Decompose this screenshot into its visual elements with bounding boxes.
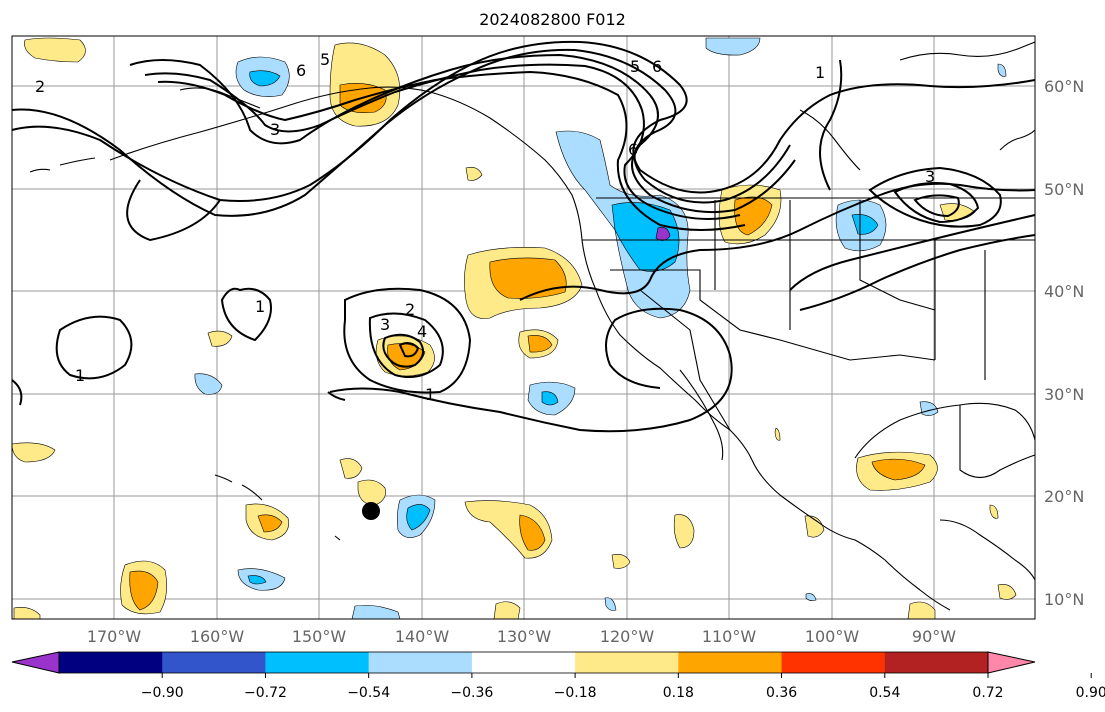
- colorbar-tick-label: −0.72: [244, 685, 287, 701]
- coastlines: [29, 41, 1036, 611]
- colorbar-tick-label: 0.18: [663, 685, 694, 701]
- positive-fill: [339, 458, 363, 479]
- negative-fill: [194, 373, 223, 395]
- colorbar-tick-label: 0.36: [766, 685, 797, 701]
- contour-lines: [11, 40, 1036, 433]
- colorbar: −0.90 −0.72 −0.54 −0.36 −0.18 0.18 0.36 0.54 0.7…: [11, 651, 1105, 701]
- contour-label: 2: [405, 300, 415, 319]
- contour-label: 1: [815, 63, 825, 82]
- contour-label: 3: [270, 120, 280, 139]
- lon-label: 140°W: [395, 627, 450, 646]
- negative-fill: [351, 604, 401, 620]
- contour-label: 4: [417, 322, 427, 341]
- negative-fill: [705, 37, 761, 56]
- contour-label: 1: [425, 385, 435, 404]
- lat-label: 40°N: [1044, 282, 1084, 301]
- positive-fill: [527, 335, 553, 353]
- positive-fill: [13, 607, 41, 620]
- lon-label: 90°W: [912, 627, 956, 646]
- positive-fill: [611, 554, 631, 569]
- lat-label: 50°N: [1044, 180, 1084, 199]
- contour-label: 2: [35, 77, 45, 96]
- positive-fill: [871, 458, 926, 481]
- colorbar-tick-label: −0.54: [347, 685, 390, 701]
- contour-label: 5: [320, 50, 330, 69]
- negative-fill: [247, 575, 267, 585]
- colorbar-tick-label: 0.72: [972, 685, 1003, 701]
- storm-position-dot: [362, 502, 380, 520]
- positive-fill: [493, 601, 521, 620]
- negative-fill: [604, 597, 617, 611]
- lon-label: 130°W: [497, 627, 552, 646]
- colorbar-box: [265, 652, 370, 673]
- positive-fill: [519, 514, 546, 551]
- positive-fill: [465, 167, 483, 181]
- contour-label: 5: [630, 57, 640, 76]
- colorbar-box: [471, 652, 576, 673]
- negative-fill: [805, 593, 817, 601]
- contour-label-group: 1 1 1 2 3 4 3 5 6 5 6 1 6 2 3: [35, 50, 935, 404]
- lon-label: 150°W: [292, 627, 347, 646]
- lon-label: 100°W: [805, 627, 860, 646]
- positive-fill: [997, 584, 1017, 600]
- positive-fill: [207, 330, 233, 347]
- colorbar-tick-label: −0.90: [141, 685, 184, 701]
- colorbar-high-extend: [987, 651, 1036, 674]
- lat-label: 10°N: [1044, 590, 1084, 609]
- shaded-anomalies: [11, 37, 1017, 620]
- colorbar-tick-label: 0.54: [869, 685, 900, 701]
- contour-label: 6: [296, 61, 306, 80]
- colorbar-tick-label: −0.18: [554, 685, 597, 701]
- positive-fill: [11, 442, 56, 463]
- positive-fill: [774, 427, 781, 441]
- colorbar-box: [575, 652, 679, 673]
- positive-fill: [129, 570, 159, 611]
- colorbar-tick-label: −0.36: [450, 685, 493, 701]
- lat-label: 60°N: [1044, 77, 1084, 96]
- negative-fill: [249, 70, 281, 87]
- colorbar-box: [781, 652, 886, 673]
- contour-label: 6: [652, 57, 662, 76]
- longitude-labels: 170°W 160°W 150°W 140°W 130°W 120°W 110°…: [87, 627, 956, 646]
- colorbar-low-extend: [11, 651, 60, 674]
- contour-label: 1: [75, 366, 85, 385]
- lat-label: 30°N: [1044, 385, 1084, 404]
- colorbar-box: [368, 652, 473, 673]
- negative-fill: [611, 202, 680, 272]
- negative-fill: [406, 504, 431, 531]
- negative-fill: [541, 391, 559, 406]
- negative-fill: [997, 63, 1007, 77]
- positive-fill: [907, 601, 936, 620]
- positive-fill: [804, 515, 825, 538]
- colorbar-outline: [58, 651, 989, 674]
- positive-fill: [24, 37, 86, 63]
- map-frame-border: [11, 35, 1036, 620]
- negative-fill: [851, 214, 879, 235]
- colorbar-box: [678, 652, 783, 673]
- lon-label: 110°W: [702, 627, 757, 646]
- colorbar-box: [884, 652, 989, 673]
- latitude-labels: 60°N 50°N 40°N 30°N 20°N 10°N: [1044, 77, 1084, 609]
- colorbar-box: [162, 652, 266, 673]
- positive-fill: [357, 479, 386, 506]
- lon-label: 170°W: [87, 627, 142, 646]
- colorbar-tick-label: 0.90: [1076, 685, 1105, 701]
- lat-label: 20°N: [1044, 487, 1084, 506]
- contour-label: 3: [925, 167, 935, 186]
- positive-fill: [489, 257, 567, 299]
- map-title: 2024082800 F012: [479, 10, 626, 29]
- lon-label: 160°W: [190, 627, 245, 646]
- colorbar-box: [59, 652, 163, 673]
- positive-fill: [257, 514, 283, 533]
- contour-label: 1: [255, 297, 265, 316]
- positive-fill: [989, 504, 999, 519]
- lon-label: 120°W: [600, 627, 655, 646]
- positive-fill: [673, 514, 695, 549]
- contour-label: 3: [380, 315, 390, 334]
- contour-label: 6: [628, 140, 638, 159]
